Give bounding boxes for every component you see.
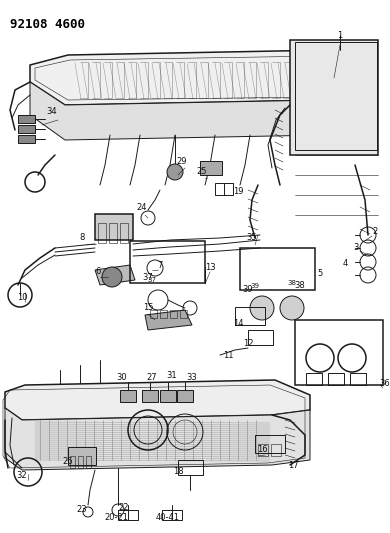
Text: 13: 13 <box>205 262 215 271</box>
Polygon shape <box>30 50 370 105</box>
Text: 37: 37 <box>147 277 156 283</box>
Bar <box>258 444 268 456</box>
Bar <box>170 310 177 318</box>
Bar <box>178 460 203 475</box>
Bar <box>200 161 222 175</box>
Text: 39: 39 <box>250 283 259 289</box>
Text: 12: 12 <box>243 338 253 348</box>
Text: 20-21: 20-21 <box>104 513 128 522</box>
Bar <box>109 223 117 243</box>
Text: 19: 19 <box>233 188 243 197</box>
Bar <box>350 373 366 385</box>
Text: 10: 10 <box>17 294 27 303</box>
Bar <box>118 510 138 520</box>
Text: 1: 1 <box>337 30 343 39</box>
Text: 31: 31 <box>167 370 177 379</box>
Bar <box>68 447 96 465</box>
Bar <box>180 310 187 318</box>
Text: 38: 38 <box>294 280 305 289</box>
Text: 92108 4600: 92108 4600 <box>10 18 85 31</box>
Text: 7: 7 <box>157 261 163 270</box>
Bar <box>290 40 378 155</box>
Bar <box>295 320 383 385</box>
Circle shape <box>280 296 304 320</box>
Bar <box>255 435 285 453</box>
Text: 36: 36 <box>379 378 390 387</box>
Text: 35: 35 <box>247 233 257 243</box>
Bar <box>120 223 128 243</box>
Text: 39: 39 <box>243 286 254 295</box>
Polygon shape <box>18 115 35 123</box>
Bar <box>306 373 322 385</box>
Text: 30: 30 <box>117 374 127 383</box>
Circle shape <box>250 296 274 320</box>
Text: 40-41: 40-41 <box>156 513 180 522</box>
Bar <box>160 390 176 402</box>
Bar <box>150 310 157 318</box>
Polygon shape <box>5 408 310 470</box>
Text: 15: 15 <box>143 303 153 312</box>
Text: 5: 5 <box>317 269 323 278</box>
Bar <box>86 456 91 468</box>
Bar <box>120 390 136 402</box>
Bar <box>240 248 315 290</box>
Bar <box>215 183 233 195</box>
Polygon shape <box>5 380 310 420</box>
Bar <box>328 373 344 385</box>
Bar <box>177 390 193 402</box>
Text: 33: 33 <box>187 374 197 383</box>
Bar <box>78 456 83 468</box>
Bar <box>130 241 205 283</box>
Text: 27: 27 <box>147 374 157 383</box>
Polygon shape <box>18 125 35 133</box>
Polygon shape <box>30 82 370 140</box>
Text: 16: 16 <box>257 446 267 455</box>
Text: 18: 18 <box>173 467 183 477</box>
Text: 2: 2 <box>372 228 378 237</box>
Text: 29: 29 <box>177 157 187 166</box>
Text: 26: 26 <box>63 457 73 466</box>
Bar <box>98 223 106 243</box>
Text: 8: 8 <box>79 233 85 243</box>
Polygon shape <box>145 310 192 330</box>
Text: 32: 32 <box>17 471 27 480</box>
Polygon shape <box>18 135 35 143</box>
Text: 6: 6 <box>95 268 101 277</box>
Bar <box>235 307 265 325</box>
Circle shape <box>167 164 183 180</box>
Bar <box>95 214 133 240</box>
Circle shape <box>102 267 122 287</box>
Text: 11: 11 <box>223 351 233 360</box>
Bar <box>162 510 182 520</box>
Text: 3: 3 <box>353 244 359 253</box>
Polygon shape <box>95 265 135 285</box>
Text: 22: 22 <box>119 503 129 512</box>
Text: 34: 34 <box>47 108 57 117</box>
Bar <box>160 310 167 318</box>
Text: 24: 24 <box>137 204 147 213</box>
Bar <box>70 456 75 468</box>
Bar <box>295 42 377 150</box>
Text: 23: 23 <box>77 505 87 514</box>
Bar <box>248 330 273 345</box>
Bar <box>271 444 281 456</box>
Text: 4: 4 <box>342 259 347 268</box>
Text: 14: 14 <box>233 319 243 327</box>
Bar <box>142 390 158 402</box>
Text: 38: 38 <box>287 280 296 286</box>
Text: 37: 37 <box>143 273 153 282</box>
Text: 25: 25 <box>197 167 207 176</box>
Text: 17: 17 <box>288 461 298 470</box>
